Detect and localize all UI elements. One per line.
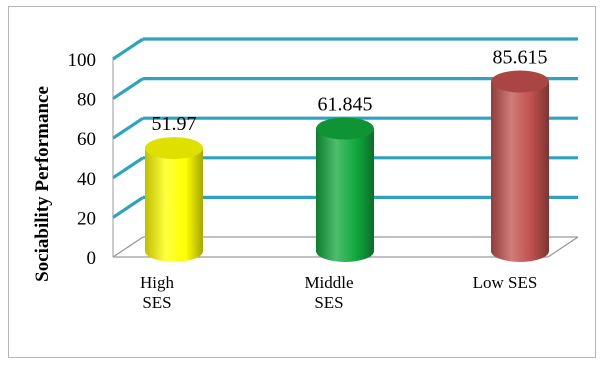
x-category-label: Low SES (473, 273, 538, 292)
y-tick-label: 60 (77, 129, 96, 150)
bar-top (316, 117, 374, 140)
gridline-side (112, 37, 144, 61)
bars (145, 70, 549, 262)
bar-body (316, 128, 374, 262)
gridline-side (112, 156, 144, 180)
gridline-side (112, 196, 144, 219)
y-tick-label: 40 (77, 169, 96, 190)
bar-1 (145, 137, 203, 262)
bar-top (145, 137, 203, 160)
x-axis-categories: High SES Middle SES Low SES (140, 273, 537, 312)
bar-body (145, 148, 203, 262)
bar-top (491, 70, 549, 93)
x-category-label: High SES (140, 273, 175, 312)
data-label: 85.615 (493, 46, 548, 68)
y-tick-label: 80 (77, 90, 96, 111)
y-axis-ticks: 0 20 40 60 80 100 (68, 50, 97, 269)
chart-frame (8, 6, 596, 358)
gridline-side (112, 116, 144, 140)
data-label: 61.845 (318, 94, 373, 116)
data-labels: 51.97 61.845 85.615 (152, 46, 548, 135)
bar-3 (491, 70, 549, 262)
y-tick-label: 0 (87, 248, 97, 269)
y-axis-title: Sociability Performance (32, 86, 53, 282)
y-tick-label: 100 (68, 50, 97, 71)
floor-right-edge (547, 236, 579, 258)
gridline-side (112, 236, 144, 258)
x-category-label: Middle SES (304, 273, 353, 312)
bar-2 (316, 117, 374, 262)
data-label: 51.97 (152, 113, 197, 135)
bar-body (491, 81, 549, 262)
y-tick-label: 20 (77, 208, 96, 229)
gridline-side (112, 77, 144, 100)
